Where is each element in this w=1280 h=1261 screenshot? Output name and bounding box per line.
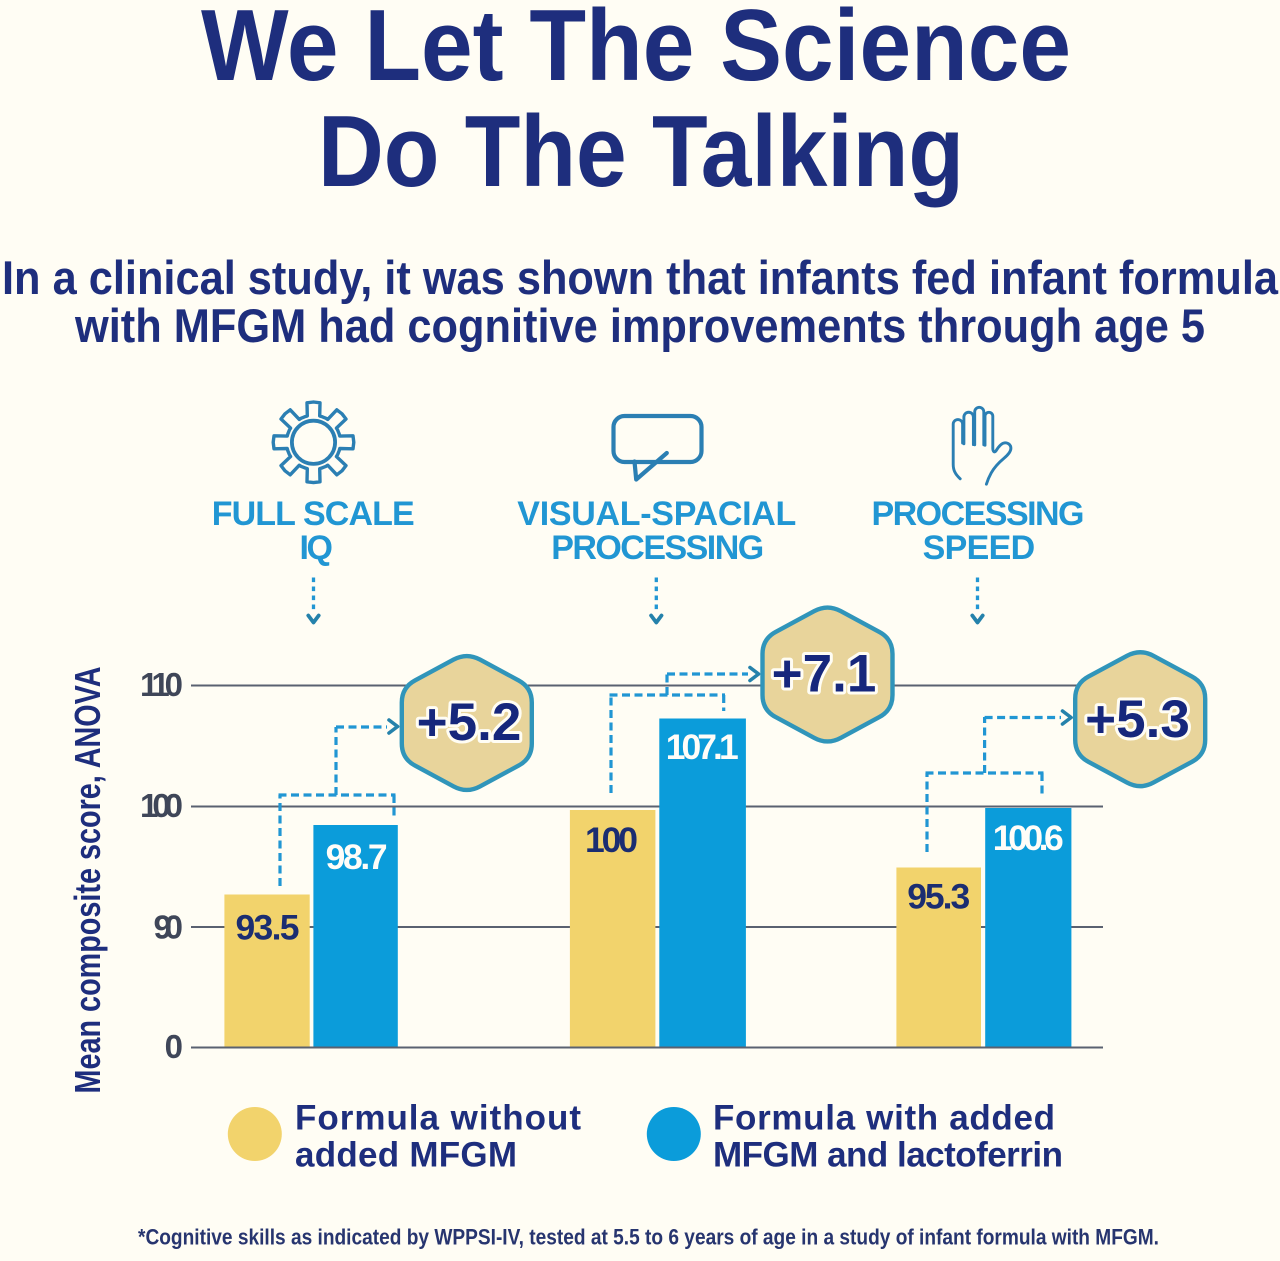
svg-text:100: 100 (140, 787, 183, 824)
svg-text:90: 90 (154, 909, 184, 946)
svg-text:+5.3: +5.3 (1085, 690, 1190, 749)
svg-text:Formula with added: Formula with added (713, 1099, 1055, 1138)
svg-text:SPEED: SPEED (923, 529, 1036, 567)
svg-text:Formula without: Formula without (295, 1099, 581, 1138)
svg-text:In a clinical study, it was sh: In a clinical study, it was shown that i… (2, 251, 1279, 304)
svg-text:Do The Talking: Do The Talking (318, 96, 964, 208)
svg-text:98.7: 98.7 (326, 837, 388, 877)
svg-text:100.6: 100.6 (993, 818, 1064, 858)
svg-text:95.3: 95.3 (907, 877, 970, 917)
svg-text:93.5: 93.5 (236, 908, 300, 948)
svg-text:*Cognitive skills as indicated: *Cognitive skills as indicated by WPPSI-… (138, 1225, 1159, 1250)
svg-text:+5.2: +5.2 (417, 693, 522, 752)
svg-text:0: 0 (165, 1028, 183, 1065)
svg-text:100: 100 (585, 820, 638, 860)
svg-text:IQ: IQ (299, 529, 333, 567)
svg-text:Mean composite score, ANOVA: Mean composite score, ANOVA (67, 667, 108, 1094)
svg-text:107.1: 107.1 (666, 727, 739, 767)
svg-text:+7.1: +7.1 (772, 645, 877, 704)
svg-text:MFGM and lactoferrin: MFGM and lactoferrin (713, 1136, 1063, 1175)
svg-text:110: 110 (140, 666, 183, 703)
svg-text:We Let The Science: We Let The Science (201, 0, 1071, 102)
svg-text:VISUAL-SPACIAL: VISUAL-SPACIAL (517, 495, 796, 533)
svg-text:PROCESSING: PROCESSING (551, 529, 764, 567)
svg-text:with MFGM had cognitive improv: with MFGM had cognitive improvements thr… (74, 299, 1205, 352)
svg-text:PROCESSING: PROCESSING (872, 495, 1085, 533)
svg-text:added MFGM: added MFGM (295, 1136, 517, 1175)
svg-text:FULL SCALE: FULL SCALE (212, 495, 415, 533)
